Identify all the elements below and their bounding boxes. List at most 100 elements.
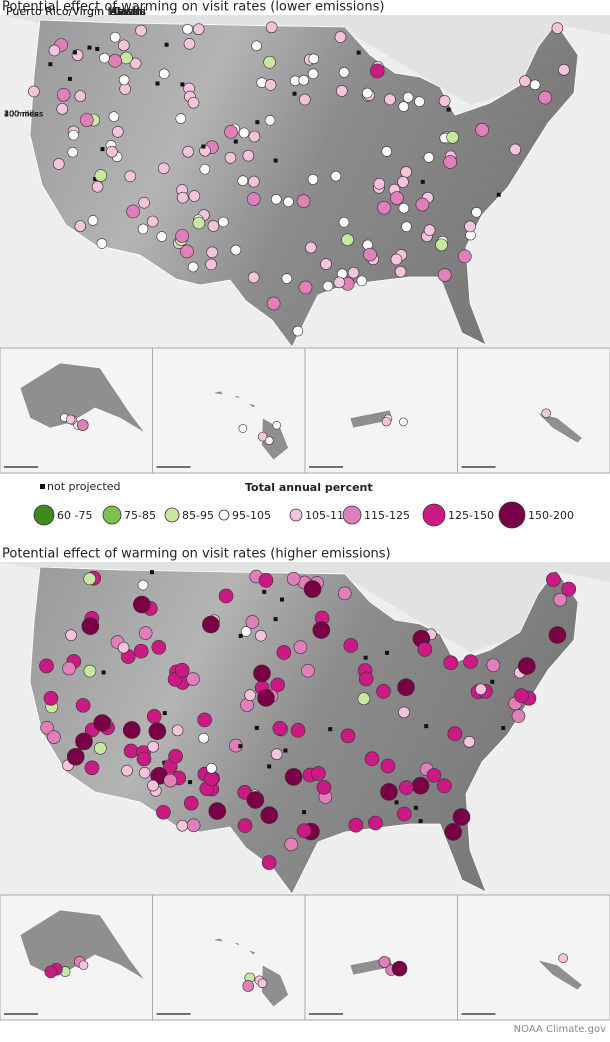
legend-swatch: [103, 506, 121, 524]
site-marker: [176, 114, 186, 124]
site-marker: [239, 424, 247, 432]
site-marker: [136, 25, 147, 36]
inset-panel: [0, 895, 153, 1020]
map-title: Potential effect of warming on visit rat…: [2, 547, 391, 562]
site-marker: [79, 961, 88, 970]
site-marker: [392, 961, 407, 976]
site-marker: [127, 205, 140, 218]
site-marker: [384, 94, 395, 105]
site-marker: [133, 596, 150, 613]
site-marker: [119, 75, 129, 85]
not-projected-marker: [255, 726, 259, 730]
site-marker: [88, 215, 98, 225]
inset-background: [305, 348, 458, 473]
site-marker: [80, 114, 93, 127]
site-marker: [308, 174, 318, 184]
site-marker: [253, 665, 270, 682]
not-projected-marker: [283, 748, 287, 752]
inset-background: [153, 348, 306, 473]
site-marker: [323, 281, 333, 291]
site-marker: [138, 580, 148, 590]
site-marker: [99, 53, 109, 63]
not-projected-marker: [156, 82, 160, 86]
inset-background: [458, 895, 610, 1020]
legend-swatch: [343, 506, 361, 524]
site-marker: [252, 41, 262, 51]
site-marker: [365, 752, 379, 766]
site-marker: [277, 645, 291, 659]
site-marker: [359, 672, 373, 686]
legend-swatch: [34, 505, 54, 525]
site-marker: [444, 155, 457, 168]
site-marker: [109, 54, 122, 67]
site-marker: [156, 805, 170, 819]
site-marker: [53, 158, 64, 169]
not-projected-marker: [180, 82, 184, 86]
site-marker: [382, 417, 391, 426]
site-marker: [453, 809, 470, 826]
site-marker: [243, 980, 254, 991]
site-marker: [176, 229, 189, 242]
site-marker: [94, 715, 111, 732]
site-marker: [562, 582, 576, 596]
site-marker: [424, 152, 434, 162]
not-projected-marker: [238, 744, 242, 748]
site-marker: [84, 573, 96, 585]
site-marker: [273, 721, 287, 735]
site-marker: [399, 418, 407, 426]
site-marker: [139, 627, 152, 640]
main-map: [0, 15, 610, 348]
site-marker: [97, 239, 107, 249]
site-marker: [397, 807, 411, 821]
site-marker: [313, 622, 330, 639]
site-marker: [424, 225, 435, 236]
site-marker: [358, 693, 370, 705]
site-marker: [118, 40, 129, 51]
site-marker: [311, 766, 325, 780]
site-marker: [125, 171, 136, 182]
site-marker: [418, 642, 432, 656]
site-marker: [299, 94, 310, 105]
site-marker: [177, 192, 188, 203]
site-marker: [57, 88, 70, 101]
site-marker: [193, 24, 204, 35]
legend-swatch: [499, 502, 525, 528]
site-marker: [247, 193, 260, 206]
not-projected-marker: [395, 800, 399, 804]
site-marker: [285, 838, 298, 851]
site-marker: [139, 197, 150, 208]
site-marker: [225, 152, 236, 163]
inset-panel: [305, 348, 458, 473]
site-marker: [282, 274, 292, 284]
site-marker: [542, 409, 551, 418]
site-marker: [436, 239, 448, 251]
site-marker: [188, 262, 198, 272]
site-marker: [321, 259, 332, 270]
site-marker: [207, 247, 218, 258]
legend-swatch: [290, 509, 302, 521]
site-marker: [335, 32, 346, 43]
site-marker: [118, 642, 129, 653]
site-marker: [85, 761, 99, 775]
not-projected-marker: [302, 810, 306, 814]
not-projected-marker: [424, 724, 428, 728]
site-marker: [381, 759, 395, 773]
site-marker: [63, 662, 76, 675]
site-marker: [189, 191, 200, 202]
site-marker: [77, 420, 88, 431]
site-marker: [415, 97, 425, 107]
site-marker: [530, 80, 540, 90]
site-marker: [448, 727, 462, 741]
site-marker: [261, 807, 278, 824]
site-marker: [271, 194, 281, 204]
site-marker: [554, 593, 567, 606]
site-marker: [437, 779, 451, 793]
site-marker: [246, 615, 259, 628]
site-marker: [205, 772, 219, 786]
legend-label: 60 -75: [57, 509, 92, 522]
site-marker: [299, 281, 312, 294]
not-projected-marker: [497, 193, 501, 197]
not-projected-marker: [419, 819, 423, 823]
site-marker: [147, 709, 161, 723]
